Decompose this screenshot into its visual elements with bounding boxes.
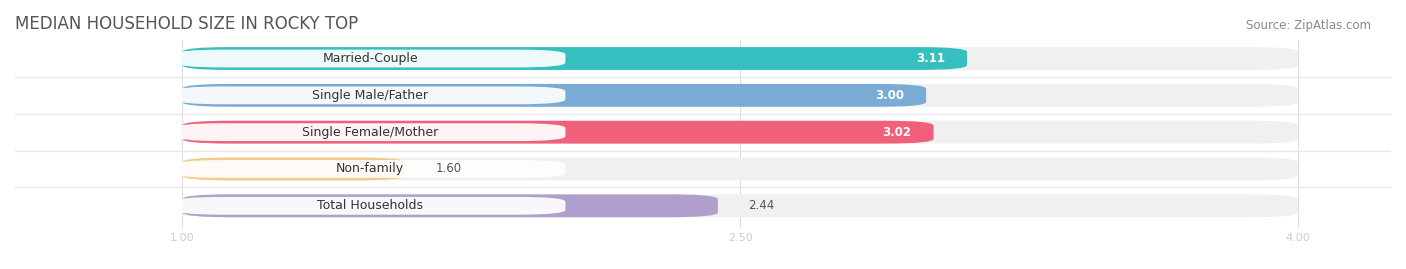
Text: Single Male/Father: Single Male/Father (312, 89, 429, 102)
Text: MEDIAN HOUSEHOLD SIZE IN ROCKY TOP: MEDIAN HOUSEHOLD SIZE IN ROCKY TOP (15, 15, 359, 33)
Text: Non-family: Non-family (336, 162, 404, 175)
FancyBboxPatch shape (174, 123, 565, 141)
FancyBboxPatch shape (183, 47, 967, 70)
Text: Married-Couple: Married-Couple (322, 52, 418, 65)
FancyBboxPatch shape (183, 194, 718, 217)
FancyBboxPatch shape (183, 194, 1298, 217)
FancyBboxPatch shape (174, 197, 565, 215)
Text: 3.00: 3.00 (875, 89, 904, 102)
FancyBboxPatch shape (183, 158, 1298, 180)
Text: 3.11: 3.11 (915, 52, 945, 65)
FancyBboxPatch shape (174, 160, 565, 178)
Text: 2.44: 2.44 (748, 199, 773, 212)
FancyBboxPatch shape (174, 86, 565, 104)
FancyBboxPatch shape (183, 158, 405, 180)
Text: Total Households: Total Households (318, 199, 423, 212)
Text: 1.60: 1.60 (436, 162, 461, 175)
FancyBboxPatch shape (174, 49, 565, 68)
FancyBboxPatch shape (183, 84, 927, 107)
Text: Source: ZipAtlas.com: Source: ZipAtlas.com (1246, 19, 1371, 32)
FancyBboxPatch shape (183, 121, 1298, 144)
FancyBboxPatch shape (183, 84, 1298, 107)
Text: 3.02: 3.02 (882, 126, 911, 139)
FancyBboxPatch shape (183, 47, 1298, 70)
Text: Single Female/Mother: Single Female/Mother (302, 126, 439, 139)
FancyBboxPatch shape (183, 121, 934, 144)
